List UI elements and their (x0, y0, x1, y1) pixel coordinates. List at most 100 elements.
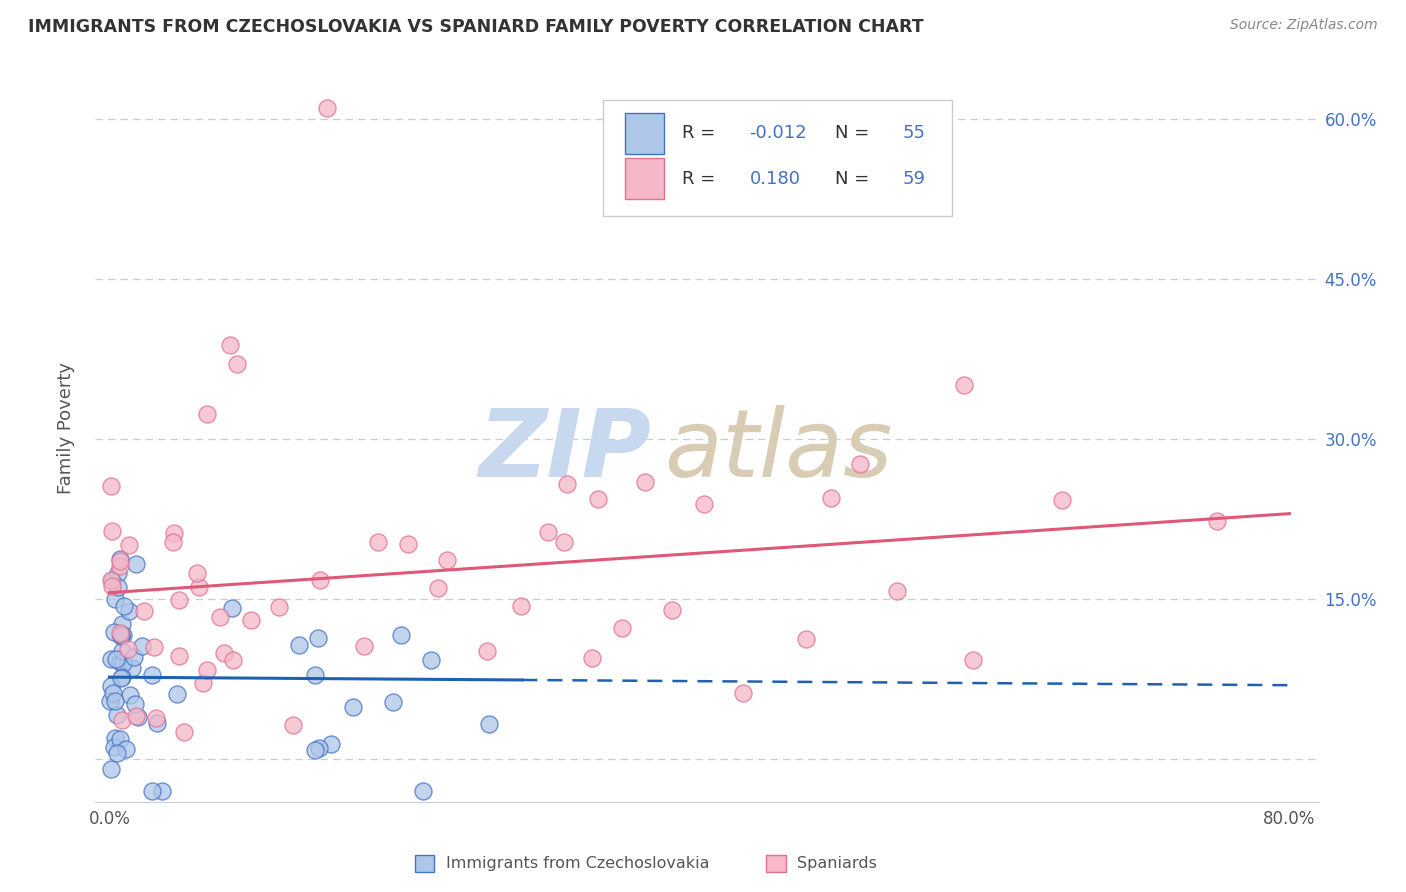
Point (145, 716, 167, 731)
Point (478, 717, 501, 731)
Point (105, 746, 128, 760)
Point (267, 599, 290, 614)
Point (794, 632, 817, 647)
Point (733, 686, 755, 700)
Point (849, 457, 872, 471)
Point (107, 566, 129, 581)
Point (195, 407, 218, 421)
Point (222, 652, 245, 666)
Point (127, 710, 149, 724)
Text: R =: R = (682, 124, 721, 142)
Point (143, 640, 166, 655)
Point (110, 627, 132, 641)
Point (886, 584, 908, 599)
Point (1205, 514, 1227, 528)
Text: atlas: atlas (664, 405, 893, 496)
Point (581, 651, 603, 665)
Point (110, 625, 132, 640)
Text: N =: N = (835, 169, 876, 187)
Point (475, 644, 498, 658)
Point (145, 711, 167, 725)
Point (100, 479, 122, 493)
Point (162, 535, 184, 549)
Point (239, 613, 262, 627)
Point (100, 574, 122, 588)
Point (304, 743, 326, 757)
Y-axis label: Family Poverty: Family Poverty (58, 362, 75, 494)
Point (661, 603, 683, 617)
Point (108, 732, 131, 747)
Point (118, 604, 141, 618)
Text: Source: ZipAtlas.com: Source: ZipAtlas.com (1230, 18, 1378, 32)
Point (122, 650, 145, 665)
Point (308, 740, 330, 755)
Point (105, 652, 128, 666)
Point (221, 600, 243, 615)
Point (100, 762, 122, 776)
Point (107, 580, 129, 594)
Point (186, 566, 208, 580)
Point (208, 610, 231, 624)
Point (111, 670, 134, 684)
Point (111, 644, 134, 658)
Point (820, 491, 842, 505)
Point (166, 687, 188, 701)
Point (952, 378, 974, 392)
Point (111, 617, 134, 632)
Text: Spaniards: Spaniards (797, 856, 877, 871)
Point (108, 552, 131, 566)
Point (281, 718, 304, 732)
Point (316, 102, 339, 116)
Point (412, 784, 434, 798)
Point (537, 524, 560, 539)
Point (110, 672, 132, 686)
Point (152, 784, 174, 798)
Text: 55: 55 (903, 124, 925, 142)
Point (342, 700, 364, 714)
Point (195, 663, 218, 677)
Point (167, 649, 190, 664)
Point (141, 784, 163, 798)
Point (121, 661, 143, 675)
Point (125, 709, 148, 723)
Point (319, 737, 342, 751)
Point (304, 668, 326, 682)
Point (118, 538, 141, 552)
Point (117, 641, 139, 656)
Point (103, 624, 125, 639)
Point (112, 599, 135, 614)
Point (124, 697, 146, 711)
Point (367, 534, 389, 549)
Point (396, 537, 419, 551)
Point (288, 638, 311, 652)
Point (510, 599, 533, 614)
Point (693, 497, 716, 511)
Point (100, 651, 122, 665)
Point (389, 628, 412, 642)
Point (169, 592, 191, 607)
Point (219, 338, 242, 352)
Point (307, 631, 329, 645)
Point (132, 603, 155, 617)
Point (125, 557, 148, 571)
Point (108, 554, 131, 568)
Point (107, 707, 129, 722)
Point (163, 525, 186, 540)
Text: ZIP: ZIP (479, 405, 651, 497)
Point (557, 477, 579, 491)
Text: -0.012: -0.012 (749, 124, 807, 142)
Point (173, 724, 195, 739)
Point (104, 694, 127, 708)
Point (114, 742, 136, 756)
Text: R =: R = (682, 169, 721, 187)
Point (188, 580, 211, 594)
FancyBboxPatch shape (603, 100, 952, 216)
Point (419, 653, 441, 667)
Point (612, 621, 634, 635)
Point (353, 639, 375, 653)
Point (193, 676, 215, 690)
Point (104, 731, 127, 745)
Point (131, 639, 153, 653)
Point (100, 679, 122, 693)
Point (111, 713, 134, 727)
